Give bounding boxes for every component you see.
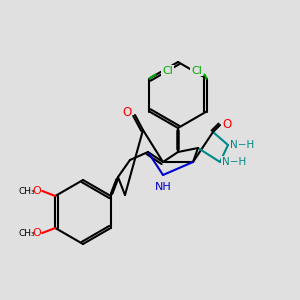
Text: CH₃: CH₃: [19, 229, 36, 238]
Text: NH: NH: [154, 182, 171, 192]
Text: N−H: N−H: [222, 157, 246, 167]
Text: N−H: N−H: [230, 140, 254, 150]
Text: CH₃: CH₃: [19, 187, 36, 196]
Text: Cl: Cl: [162, 65, 173, 76]
Text: O: O: [32, 186, 41, 196]
Text: O: O: [32, 228, 41, 238]
Text: O: O: [222, 118, 232, 131]
Text: O: O: [122, 106, 132, 119]
Text: Cl: Cl: [191, 65, 202, 76]
